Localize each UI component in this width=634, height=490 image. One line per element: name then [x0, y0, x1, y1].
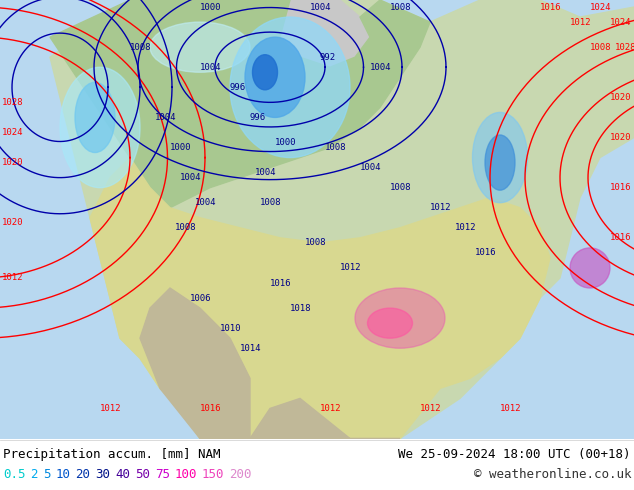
- Polygon shape: [50, 0, 634, 439]
- Text: 1004: 1004: [310, 2, 332, 12]
- Text: © weatheronline.co.uk: © weatheronline.co.uk: [474, 468, 631, 481]
- Ellipse shape: [230, 17, 350, 158]
- Text: 1012: 1012: [320, 404, 342, 413]
- Text: 1004: 1004: [180, 173, 202, 182]
- Text: 1028: 1028: [2, 98, 23, 107]
- Text: 1014: 1014: [240, 343, 261, 353]
- Text: 1012: 1012: [430, 203, 451, 212]
- Text: 1008: 1008: [260, 198, 281, 207]
- Text: 40: 40: [115, 468, 130, 481]
- Polygon shape: [200, 398, 400, 439]
- Text: 1008: 1008: [175, 223, 197, 232]
- Text: 1004: 1004: [370, 63, 392, 72]
- Text: 1018: 1018: [290, 304, 311, 313]
- Text: 1016: 1016: [270, 278, 292, 288]
- Text: 100: 100: [175, 468, 197, 481]
- Ellipse shape: [355, 288, 445, 348]
- Text: 1024: 1024: [610, 18, 631, 26]
- Text: 20: 20: [75, 468, 91, 481]
- Ellipse shape: [252, 55, 278, 90]
- Text: 1004: 1004: [195, 198, 216, 207]
- Text: 5: 5: [43, 468, 50, 481]
- Text: 1012: 1012: [340, 264, 361, 272]
- Text: 1012: 1012: [570, 18, 592, 26]
- Text: Precipitation accum. [mm] NAM: Precipitation accum. [mm] NAM: [3, 448, 221, 462]
- Text: 1016: 1016: [200, 404, 221, 413]
- Text: 200: 200: [229, 468, 252, 481]
- Polygon shape: [275, 0, 370, 67]
- Text: 1008: 1008: [305, 238, 327, 247]
- Text: 2: 2: [30, 468, 37, 481]
- Text: 10: 10: [56, 468, 70, 481]
- Text: 1012: 1012: [455, 223, 477, 232]
- Text: 1012: 1012: [2, 273, 23, 282]
- Text: 1008: 1008: [390, 2, 411, 12]
- Text: 1016: 1016: [475, 248, 496, 257]
- Text: 996: 996: [230, 83, 246, 92]
- Text: 1012: 1012: [420, 404, 441, 413]
- Text: 1020: 1020: [610, 93, 631, 102]
- Text: 1004: 1004: [255, 168, 276, 177]
- Text: 1016: 1016: [540, 2, 562, 12]
- Text: 1010: 1010: [220, 324, 242, 333]
- Text: 1008: 1008: [325, 143, 347, 152]
- Polygon shape: [50, 0, 430, 208]
- Ellipse shape: [75, 82, 115, 152]
- Text: 1004: 1004: [360, 163, 382, 172]
- Text: 1008: 1008: [390, 183, 411, 192]
- Ellipse shape: [570, 248, 610, 288]
- Text: 1000: 1000: [275, 138, 297, 147]
- Text: 1004: 1004: [155, 113, 176, 122]
- Ellipse shape: [472, 112, 527, 203]
- Polygon shape: [90, 158, 550, 439]
- Text: 1020: 1020: [2, 218, 23, 227]
- Text: We 25-09-2024 18:00 UTC (00+18): We 25-09-2024 18:00 UTC (00+18): [399, 448, 631, 462]
- Text: 1000: 1000: [170, 143, 191, 152]
- Text: 1024: 1024: [590, 2, 612, 12]
- Text: 0.5: 0.5: [3, 468, 25, 481]
- Text: 1020: 1020: [2, 158, 23, 167]
- Text: 1004: 1004: [200, 63, 221, 72]
- Ellipse shape: [60, 67, 140, 188]
- Text: 1012: 1012: [500, 404, 522, 413]
- Ellipse shape: [150, 22, 250, 72]
- Text: 1006: 1006: [190, 294, 212, 302]
- Ellipse shape: [485, 135, 515, 190]
- Text: 1024: 1024: [2, 128, 23, 137]
- Ellipse shape: [245, 37, 305, 118]
- Ellipse shape: [368, 308, 413, 338]
- Text: 1000: 1000: [200, 2, 221, 12]
- Text: 996: 996: [250, 113, 266, 122]
- Polygon shape: [140, 288, 250, 439]
- Text: 1020: 1020: [610, 133, 631, 142]
- Text: 75: 75: [155, 468, 170, 481]
- Text: 1016: 1016: [610, 233, 631, 243]
- Text: 50: 50: [135, 468, 150, 481]
- Text: 30: 30: [95, 468, 110, 481]
- Text: 992: 992: [320, 53, 336, 62]
- Text: 1008: 1008: [130, 43, 152, 51]
- Text: 1016: 1016: [610, 183, 631, 192]
- Text: 1028: 1028: [615, 43, 634, 51]
- Text: 1008: 1008: [590, 43, 612, 51]
- Text: 1012: 1012: [100, 404, 122, 413]
- Text: 150: 150: [202, 468, 224, 481]
